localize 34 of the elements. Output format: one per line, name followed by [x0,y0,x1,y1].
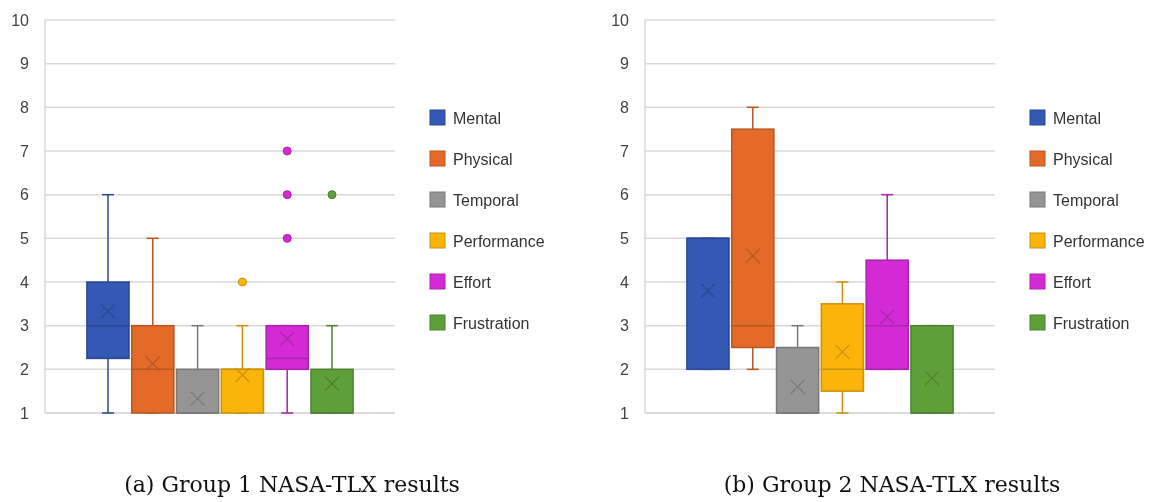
text: (b) Group 2 NASA-TLX results [723,472,1061,497]
y-tick-label: 6 [20,186,30,204]
legend-label: Physical [1053,150,1113,168]
y-tick-label: 7 [20,142,30,160]
y-tick-label: 9 [20,55,30,73]
y-tick-label: 6 [620,186,630,204]
y-tick-label: 5 [620,229,630,247]
y-tick-label: 2 [620,360,630,378]
text: (a) Group 1 NASA-TLX results [124,472,460,497]
legend-label: Frustration [1053,314,1130,332]
y-tick-label: 2 [20,360,30,378]
legend-label: Frustration [453,314,530,332]
y-tick-label: 4 [20,273,30,291]
y-tick-label: 7 [620,142,630,160]
y-tick-label: 9 [620,55,630,73]
y-tick-label: 3 [620,317,630,335]
y-tick-label: 1 [20,404,30,422]
legend-label: Performance [453,232,545,250]
legend-label: Effort [1053,273,1092,291]
y-tick-label: 1 [620,404,630,422]
y-tick-label: 10 [11,11,30,29]
y-tick-label: 3 [20,317,30,335]
y-tick-label: 4 [620,273,630,291]
y-tick-label: 8 [620,98,630,116]
y-tick-label: 5 [20,229,30,247]
legend-label: Temporal [453,191,519,209]
legend-label: Physical [453,150,513,168]
y-tick-label: 8 [20,98,30,116]
legend-label: Temporal [1053,191,1119,209]
legend-label: Performance [1053,232,1145,250]
legend-label: Mental [453,109,502,127]
legend-label: Mental [1053,109,1102,127]
y-tick-label: 10 [611,11,630,29]
legend-label: Effort [453,273,492,291]
